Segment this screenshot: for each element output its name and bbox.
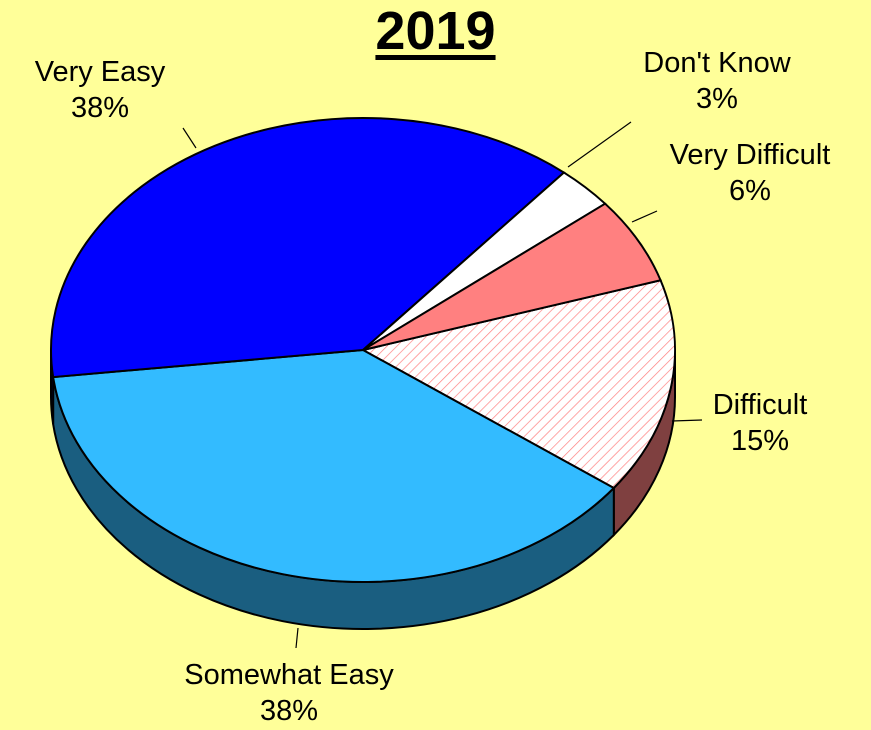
chart-title: 2019 — [375, 1, 496, 61]
leader-very-easy — [182, 127, 197, 149]
label-difficult-name: Difficult — [712, 389, 808, 421]
label-very-difficult-pct: 6% — [729, 175, 771, 207]
label-very-easy: Very Easy 38% — [35, 54, 166, 126]
leader-don-t-know — [567, 121, 632, 168]
slice-somewhat-easy — [51, 348, 616, 583]
leader-difficult — [671, 419, 703, 422]
label-somewhat-easy-pct: 38% — [259, 695, 319, 727]
label-somewhat-easy: Somewhat Easy 38% — [184, 657, 394, 729]
label-very-easy-pct: 38% — [70, 92, 130, 124]
leader-somewhat-easy — [295, 627, 299, 649]
label-dont-know-name: Don't Know — [643, 47, 791, 79]
label-dont-know-pct: 3% — [696, 83, 738, 115]
label-very-difficult: Very Difficult 6% — [670, 137, 831, 209]
slice-very-easy — [50, 117, 566, 379]
label-very-difficult-name: Very Difficult — [669, 139, 831, 171]
leader-very-difficult — [631, 210, 658, 223]
label-somewhat-easy-name: Somewhat Easy — [184, 659, 394, 691]
slice-very-difficult — [362, 202, 662, 351]
label-difficult-pct: 15% — [730, 425, 790, 457]
label-dont-know: Don't Know 3% — [643, 45, 790, 117]
label-very-easy-name: Very Easy — [34, 56, 166, 88]
label-difficult: Difficult 15% — [713, 387, 808, 459]
